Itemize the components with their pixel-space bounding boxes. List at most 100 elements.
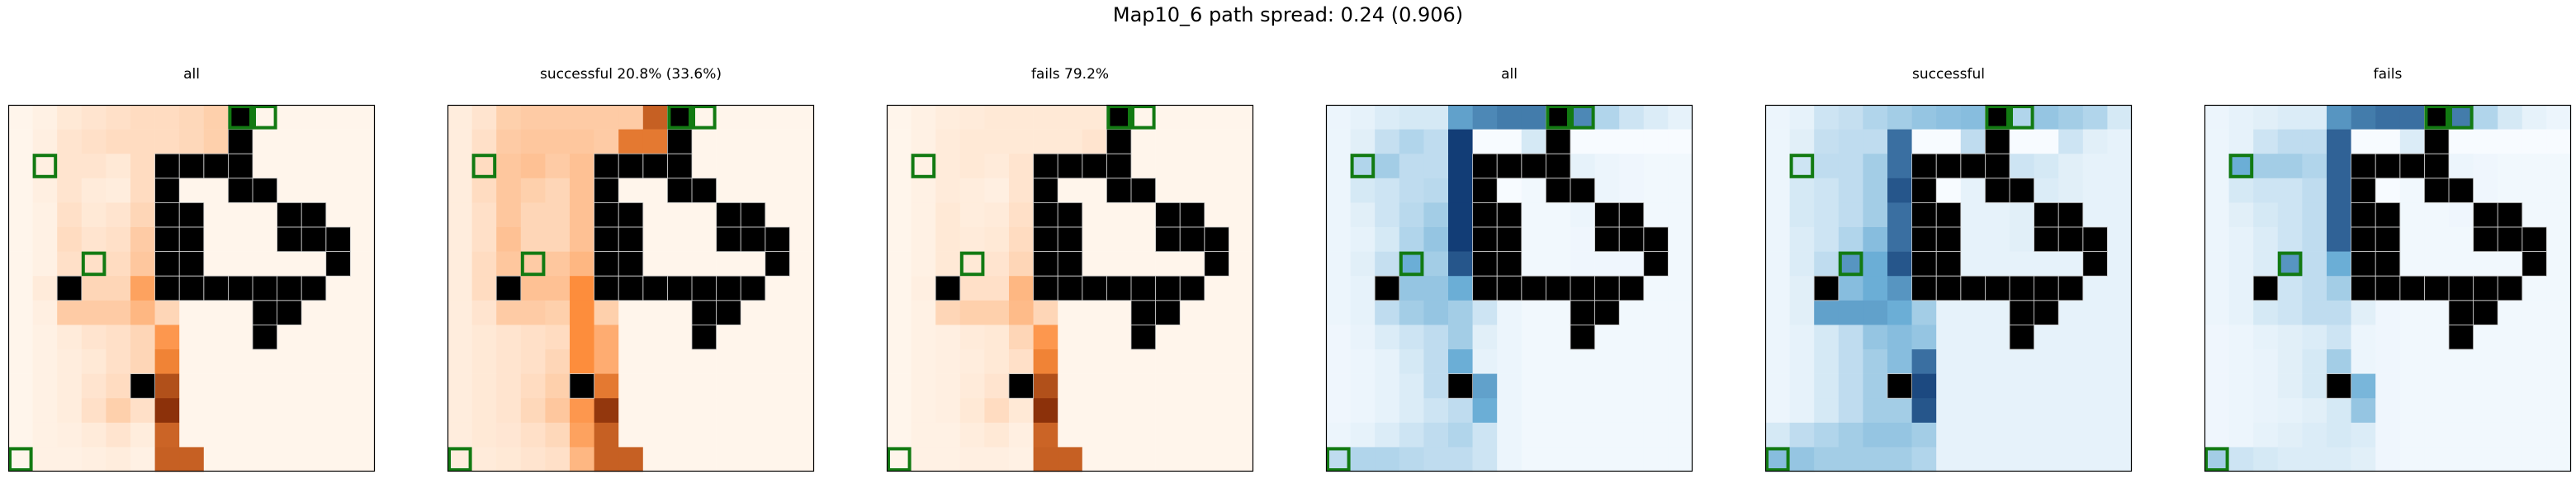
heat-cell <box>203 227 229 252</box>
heat-cell <box>1375 105 1400 130</box>
heat-cell <box>545 202 571 228</box>
heat-cell <box>496 349 522 374</box>
heat-cell <box>594 398 619 424</box>
heat-cell <box>1570 105 1595 130</box>
panel-3-title: fails 79.2% <box>1030 66 1110 83</box>
heat-cell <box>57 349 83 374</box>
wall-cell-outline <box>1447 373 1474 399</box>
heat-cell <box>1521 373 1546 399</box>
heat-cell <box>2302 447 2327 472</box>
heat-cell <box>2277 373 2303 399</box>
heat-cell <box>570 105 594 130</box>
heat-cell <box>594 105 619 130</box>
heat-cell <box>325 325 351 350</box>
wall-cell-outline <box>716 300 741 325</box>
heat-cell <box>1229 251 1254 277</box>
heat-cell <box>2034 105 2059 130</box>
heat-cell <box>2034 349 2059 374</box>
heat-cell <box>2082 105 2108 130</box>
wall-cell-outline <box>2473 300 2498 325</box>
panel-5-title: successful <box>1912 66 1985 83</box>
heat-cell <box>32 251 58 277</box>
heat-cell <box>1643 178 1669 203</box>
heat-cell <box>789 129 815 154</box>
heat-cell <box>253 227 277 252</box>
heat-cell <box>1863 325 1888 350</box>
heat-cell <box>1863 373 1888 399</box>
heat-cell <box>520 300 546 325</box>
heat-cell <box>2228 447 2254 472</box>
heat-cell <box>2351 300 2376 325</box>
heat-cell <box>2399 300 2425 325</box>
wall-cell <box>1619 227 1645 252</box>
heat-cell <box>1155 447 1181 472</box>
heat-cell <box>1765 373 1790 399</box>
heat-cell <box>2302 373 2327 399</box>
heat-cell <box>1668 447 1693 472</box>
heat-cell <box>2473 325 2498 350</box>
heat-cell <box>8 349 33 374</box>
wall-cell <box>2424 105 2450 130</box>
heat-cell <box>350 202 376 228</box>
heat-cell <box>1911 349 1937 374</box>
heat-cell <box>2327 276 2351 301</box>
heat-cell <box>1204 154 1229 179</box>
heat-cell <box>2277 105 2303 130</box>
heat-cell <box>447 325 472 350</box>
heat-cell <box>1668 105 1693 130</box>
heat-cell <box>2107 105 2133 130</box>
heat-cell <box>692 398 717 424</box>
heat-cell <box>2327 398 2351 424</box>
heat-cell <box>1033 325 1058 350</box>
wall-cell <box>1106 154 1132 179</box>
heat-cell <box>471 105 497 130</box>
heat-cell <box>789 325 815 350</box>
heat-cell <box>1546 447 1571 472</box>
heat-cell <box>2399 227 2425 252</box>
heat-cell <box>253 447 277 472</box>
heat-cell <box>789 251 815 277</box>
heat-cell <box>2546 325 2572 350</box>
heat-cell <box>911 276 936 301</box>
heat-cell <box>1594 129 1620 154</box>
heat-cell <box>2498 422 2523 448</box>
heat-cell <box>642 227 668 252</box>
heat-cell <box>1960 105 1986 130</box>
heat-cell <box>2473 349 2498 374</box>
wall-cell <box>594 202 619 228</box>
heat-cell <box>1546 227 1571 252</box>
heat-cell <box>1594 251 1620 277</box>
wall-cell <box>765 227 790 252</box>
heat-cell <box>594 447 619 472</box>
heat-cell <box>2034 251 2059 277</box>
heat-cell <box>2204 251 2229 277</box>
heat-cell <box>1009 276 1034 301</box>
heat-cell <box>57 227 83 252</box>
wall-cell <box>1472 202 1498 228</box>
heat-cell <box>130 178 155 203</box>
heat-cell <box>154 325 180 350</box>
wall-cell-outline <box>1130 324 1157 350</box>
heat-cell <box>935 178 961 203</box>
wall-cell <box>716 276 741 301</box>
heat-cell <box>1643 202 1669 228</box>
heat-cell <box>1399 276 1424 301</box>
wall-cell <box>2449 325 2474 350</box>
wall-cell <box>57 276 83 301</box>
heat-cell <box>520 202 546 228</box>
wall-cell <box>1985 178 2010 203</box>
heat-cell <box>277 349 302 374</box>
heat-cell <box>471 300 497 325</box>
heat-cell <box>545 422 571 448</box>
heat-cell <box>2107 325 2133 350</box>
heat-cell <box>545 398 571 424</box>
heat-cell <box>179 129 205 154</box>
heat-cell <box>2010 129 2034 154</box>
heat-cell <box>1521 300 1546 325</box>
heat-cell <box>520 276 546 301</box>
heat-cell <box>1521 129 1546 154</box>
heat-cell <box>2253 447 2279 472</box>
heat-cell <box>496 373 522 399</box>
heat-cell <box>1180 422 1205 448</box>
wall-cell <box>1643 227 1669 252</box>
